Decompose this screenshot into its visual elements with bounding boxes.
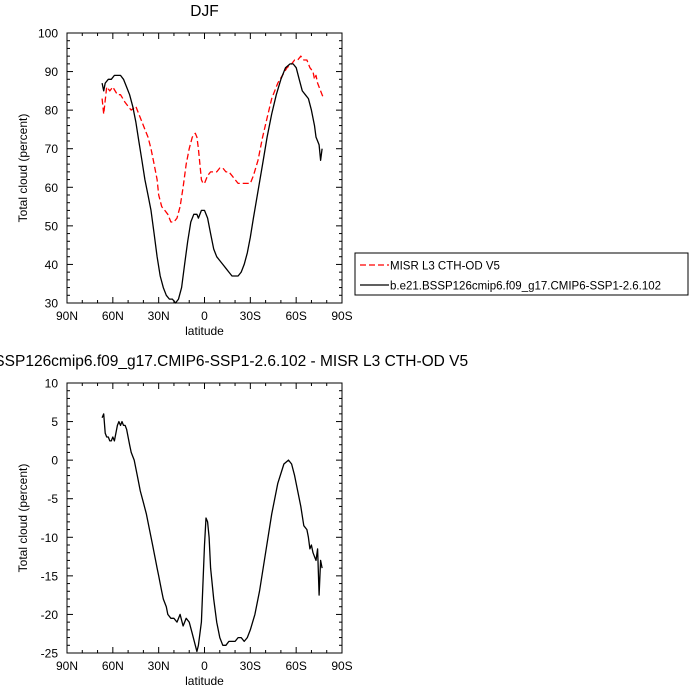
x-tick-label: 0 <box>201 309 208 323</box>
y-tick-label: 0 <box>51 454 58 468</box>
chart-title: DJF <box>190 3 218 20</box>
series-line-model <box>101 63 323 304</box>
x-axis-label: latitude <box>185 674 224 688</box>
plot-frame <box>66 32 343 304</box>
legend-label: b.e21.BSSP126cmip6.f09_g17.CMIP6-SSP1-2.… <box>390 281 661 293</box>
plot-frame <box>66 382 343 654</box>
x-tick-label: 60S <box>285 309 306 323</box>
chart-title: b.e21.BSSP126cmip6.f09_g17.CMIP6-SSP1-2.… <box>0 353 468 370</box>
x-tick-label: 60N <box>102 309 124 323</box>
y-tick-label: -20 <box>41 608 59 622</box>
y-tick-label: 10 <box>45 377 59 391</box>
chart-2: b.e21.BSSP126cmip6.f09_g17.CMIP6-SSP1-2.… <box>0 353 468 688</box>
y-tick-label: 50 <box>45 219 59 233</box>
y-tick-label: -5 <box>47 492 58 506</box>
y-tick-label: -25 <box>41 647 59 661</box>
series-line-misr <box>101 55 325 223</box>
x-tick-label: 60N <box>102 659 124 673</box>
x-tick-label: 30S <box>240 309 261 323</box>
y-axis-label: Total cloud (percent) <box>16 114 30 223</box>
y-tick-label: 70 <box>45 142 59 156</box>
x-tick-label: 0 <box>201 659 208 673</box>
x-tick-label: 90S <box>331 309 352 323</box>
x-tick-label: 60S <box>285 659 306 673</box>
y-tick-label: 100 <box>38 27 58 41</box>
x-tick-label: 30S <box>240 659 261 673</box>
legend-box <box>354 252 689 296</box>
y-tick-label: 80 <box>45 104 59 118</box>
y-tick-label: 60 <box>45 181 59 195</box>
legend: MISR L3 CTH-OD V5 b.e21.BSSP126cmip6.f09_… <box>354 252 689 296</box>
y-axis-label: Total cloud (percent) <box>16 464 30 573</box>
x-tick-label: 30N <box>148 309 170 323</box>
chart-1: DJF 90N 60N 30N 0 30S 60S 90S 30 40 50 60 70 80 90 100 l… <box>16 3 689 338</box>
y-tick-label: 90 <box>45 65 59 79</box>
y-tick-label: -10 <box>41 531 59 545</box>
y-tick-label: 30 <box>45 297 59 311</box>
series-line-difference <box>101 413 323 653</box>
x-tick-label: 90N <box>56 309 78 323</box>
x-tick-label: 90N <box>56 659 78 673</box>
y-tick-label: 5 <box>51 415 58 429</box>
x-tick-label: 90S <box>331 659 352 673</box>
x-tick-label: 30N <box>148 659 170 673</box>
x-axis-label: latitude <box>185 324 224 338</box>
legend-label: MISR L3 CTH-OD V5 <box>390 261 500 273</box>
y-tick-label: 40 <box>45 258 59 272</box>
y-tick-label: -15 <box>41 569 59 583</box>
